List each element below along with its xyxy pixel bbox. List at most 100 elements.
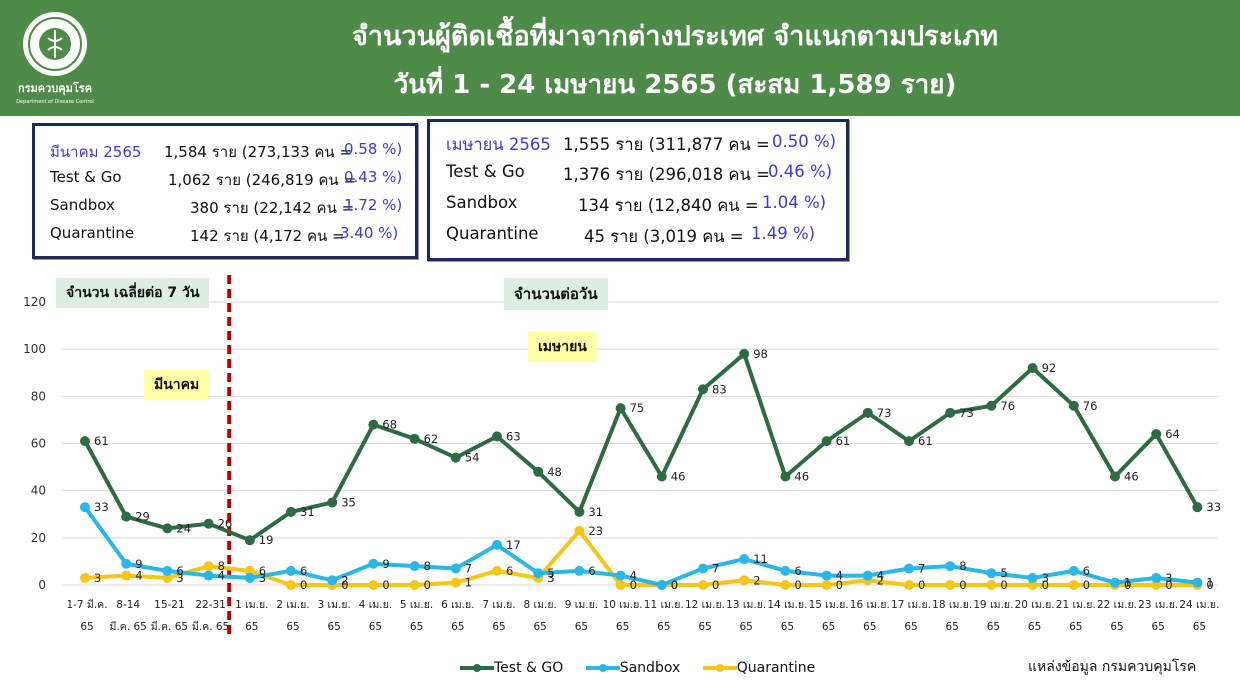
- data-point: [574, 506, 585, 517]
- data-point: [409, 561, 420, 572]
- data-label: 8: [424, 559, 431, 573]
- data-point: [780, 580, 791, 590]
- x-tick-label: 9 เม.ย.: [565, 599, 598, 611]
- data-label: 0: [794, 578, 801, 592]
- data-label: 0: [1165, 578, 1172, 592]
- data-label: 4: [630, 569, 637, 583]
- x-tick-label: 5 เม.ย.: [400, 599, 433, 611]
- x-tick-label: 65: [657, 621, 670, 633]
- data-label: 4: [135, 569, 142, 583]
- x-tick-label: 22 เม.ย.: [1097, 599, 1137, 611]
- data-point: [1110, 577, 1120, 588]
- data-point: [698, 580, 708, 590]
- x-tick-label: 65: [1152, 621, 1165, 633]
- data-point: [615, 580, 626, 590]
- x-tick-label: 4 เม.ย.: [359, 599, 392, 611]
- data-point: [1068, 565, 1079, 576]
- y-tick-label: 40: [31, 484, 46, 498]
- x-tick-label: 23 เม.ย.: [1138, 599, 1178, 611]
- data-label: 0: [382, 578, 389, 592]
- data-label: 6: [259, 564, 266, 578]
- data-point: [368, 558, 379, 569]
- data-label: 68: [382, 418, 397, 432]
- data-label: 6: [588, 564, 595, 578]
- data-label: 54: [465, 451, 480, 465]
- data-point: [1110, 471, 1120, 482]
- data-label: 3: [94, 571, 101, 585]
- data-label: 4: [836, 569, 843, 583]
- x-tick-label: 65: [1069, 621, 1082, 633]
- x-tick-label: 20 เม.ย.: [1015, 599, 1055, 611]
- data-label: 5: [1000, 566, 1007, 580]
- data-point: [904, 563, 914, 574]
- data-point: [904, 436, 914, 447]
- y-tick-label: 60: [31, 437, 46, 451]
- data-point: [80, 572, 90, 583]
- data-point: [368, 419, 379, 430]
- x-tick-label: 65: [492, 621, 505, 633]
- data-point: [1068, 580, 1079, 590]
- data-label: 92: [1042, 361, 1057, 375]
- data-label: 1: [1124, 576, 1131, 590]
- x-tick-label: 15 เม.ย.: [809, 599, 849, 611]
- data-point: [862, 407, 873, 418]
- data-label: 61: [94, 434, 109, 448]
- data-label: 76: [1000, 399, 1015, 413]
- data-point: [739, 554, 750, 565]
- data-label: 0: [1206, 578, 1213, 592]
- legend-testgo-label: Test & GO: [494, 660, 564, 676]
- x-tick-label: 8-14: [116, 599, 140, 611]
- data-point: [203, 561, 214, 572]
- x-tick-label: 3 เม.ย.: [318, 599, 351, 611]
- data-point: [492, 539, 502, 550]
- data-label: 33: [1206, 500, 1221, 514]
- x-tick-label: 65: [80, 621, 93, 633]
- data-label: 9: [382, 557, 389, 571]
- data-point: [904, 580, 914, 590]
- source-note: แหล่งข้อมูล กรมควบคุมโรค: [1028, 659, 1197, 675]
- data-label: 35: [341, 495, 356, 509]
- avg-label: จำนวน เฉลี่ยต่อ 7 วัน: [56, 278, 210, 308]
- data-point: [986, 580, 997, 590]
- data-label: 33: [94, 500, 109, 514]
- x-tick-label: 21 เม.ย.: [1056, 599, 1096, 611]
- data-label: 8: [218, 559, 225, 573]
- department-logo-icon: กรมควบคุมโรค Department of Disease Contr…: [16, 12, 94, 105]
- y-tick-label: 80: [31, 389, 46, 403]
- april-label: เมษายน: [528, 332, 597, 362]
- data-label: 1: [1206, 576, 1213, 590]
- data-label: 7: [712, 561, 719, 575]
- data-point: [1027, 363, 1038, 374]
- data-label: 98: [753, 347, 768, 361]
- x-tick-label: 15-21: [154, 599, 185, 611]
- legend-quarantine-label: Quarantine: [736, 660, 816, 676]
- data-label: 1: [465, 576, 472, 590]
- x-tick-label: 65: [286, 621, 299, 633]
- data-point: [656, 471, 667, 482]
- x-tick-label: 65: [451, 621, 464, 633]
- data-point: [986, 400, 997, 411]
- x-tick-label: 65: [410, 621, 423, 633]
- x-tick-label: 12 เม.ย.: [685, 599, 725, 611]
- data-point: [986, 568, 997, 579]
- data-point: [1027, 572, 1038, 583]
- data-label: 8: [959, 559, 966, 573]
- data-label: 31: [588, 505, 603, 519]
- data-point: [945, 580, 956, 590]
- data-point: [327, 497, 338, 508]
- x-tick-label: 65: [245, 621, 258, 633]
- y-tick-label: 100: [23, 342, 46, 356]
- data-label: 26: [218, 517, 233, 531]
- data-label: 2: [753, 573, 760, 587]
- logo-subtext: Department of Disease Control: [16, 99, 94, 105]
- data-label: 0: [424, 578, 431, 592]
- data-point: [162, 572, 173, 583]
- march-summary-box: มีนาคม 2565 1,584 ราย (273,133 คน = 0.58…: [32, 123, 418, 259]
- chart-legend: Test & GO Sandbox Quarantine: [460, 660, 833, 676]
- data-label: 63: [506, 429, 521, 443]
- data-label: 48: [547, 465, 562, 479]
- data-point: [409, 580, 420, 590]
- data-point: [698, 384, 708, 395]
- x-tick-label: 65: [328, 621, 341, 633]
- data-point: [1151, 429, 1162, 440]
